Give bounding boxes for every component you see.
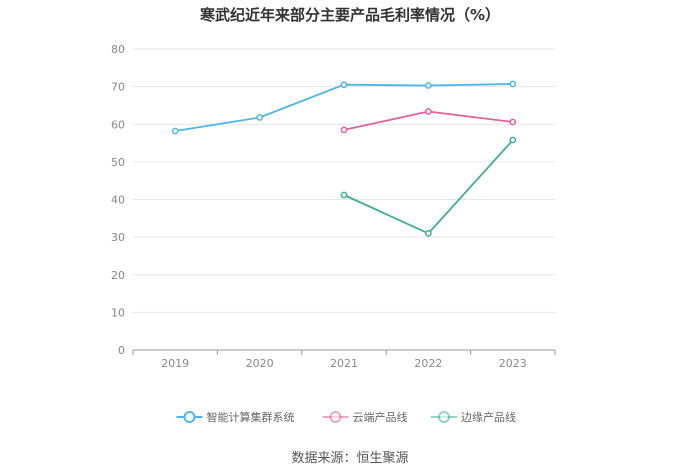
x-tick-label: 2020 bbox=[246, 357, 274, 370]
data-point-2 bbox=[340, 126, 348, 134]
legend-item-2[interactable]: 云端产品线 bbox=[322, 410, 408, 424]
data-point-1 bbox=[171, 127, 179, 135]
legend-marker-icon bbox=[183, 411, 196, 423]
y-tick-label: 50 bbox=[111, 156, 125, 169]
data-point-2 bbox=[509, 118, 517, 126]
y-tick-label: 20 bbox=[111, 269, 125, 282]
y-tick-label: 30 bbox=[111, 231, 125, 244]
y-tick-label: 0 bbox=[118, 344, 125, 357]
x-tick-label: 2022 bbox=[414, 357, 442, 370]
legend-label: 云端产品线 bbox=[353, 410, 408, 424]
y-tick-label: 80 bbox=[111, 43, 125, 56]
legend-marker-icon bbox=[329, 411, 342, 423]
data-point-1 bbox=[425, 82, 432, 89]
data-point-3 bbox=[509, 136, 517, 144]
data-point-1 bbox=[509, 80, 517, 88]
data-point-3 bbox=[340, 191, 348, 199]
chart-title: 寒武纪近年来部分主要产品毛利率情况（%） bbox=[199, 6, 501, 24]
x-tick-label: 2019 bbox=[161, 357, 189, 370]
data-source: 数据来源：恒生聚源 bbox=[291, 451, 409, 466]
legend-label: 智能计算集群系统 bbox=[207, 410, 295, 424]
legend-marker-icon bbox=[438, 411, 450, 423]
y-tick-label: 10 bbox=[111, 306, 125, 319]
legend-item-1[interactable]: 智能计算集群系统 bbox=[176, 410, 295, 424]
x-tick-label: 2023 bbox=[499, 357, 527, 370]
data-point-3 bbox=[425, 230, 432, 237]
y-tick-label: 70 bbox=[111, 81, 125, 94]
x-tick-label: 2021 bbox=[330, 357, 358, 370]
y-tick-label: 40 bbox=[111, 194, 125, 207]
data-point-2 bbox=[425, 108, 432, 115]
data-point-1 bbox=[340, 81, 348, 89]
series-line-3 bbox=[343, 139, 514, 235]
data-point-1 bbox=[256, 114, 263, 121]
legend-label: 边缘产品线 bbox=[461, 410, 516, 424]
legend-item-3[interactable]: 边缘产品线 bbox=[431, 410, 516, 424]
y-tick-label: 60 bbox=[111, 118, 125, 131]
